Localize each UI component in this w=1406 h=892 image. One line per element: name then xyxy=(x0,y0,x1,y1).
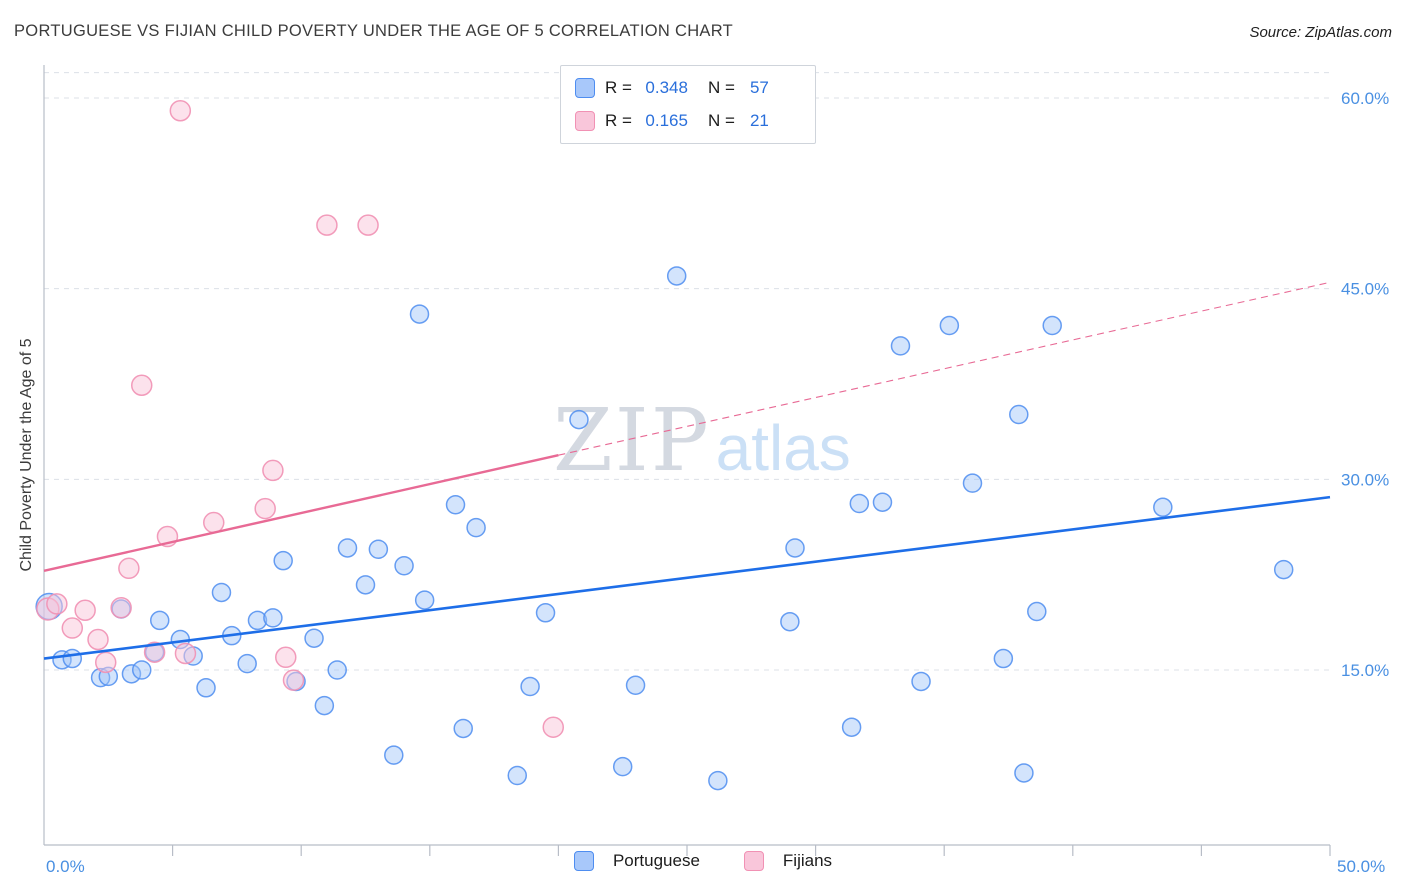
data-point-portuguese xyxy=(666,266,687,286)
data-point-portuguese xyxy=(780,611,800,632)
data-point-portuguese xyxy=(394,556,414,576)
y-tick-label: 15.0% xyxy=(1341,661,1389,680)
legend-row-fijians: R = 0.165 N = 21 xyxy=(575,108,801,134)
x-tick-label: 0.0% xyxy=(46,857,85,876)
data-point-portuguese xyxy=(273,550,293,571)
data-point-portuguese xyxy=(1273,559,1294,580)
data-point-portuguese xyxy=(785,538,805,558)
correlation-legend: R = 0.348 N = 57 R = 0.165 N = 21 xyxy=(560,65,816,144)
data-point-portuguese xyxy=(939,315,960,336)
data-point-fijians xyxy=(174,642,197,665)
data-point-fijians xyxy=(282,669,305,691)
data-point-portuguese xyxy=(625,675,646,696)
data-point-portuguese xyxy=(890,336,911,356)
data-point-portuguese xyxy=(872,492,893,512)
data-point-portuguese xyxy=(368,539,389,559)
data-point-portuguese xyxy=(841,717,862,737)
data-point-portuguese xyxy=(535,603,556,623)
data-point-portuguese xyxy=(1153,497,1173,518)
portuguese-swatch-icon xyxy=(573,851,594,871)
data-point-fijians xyxy=(262,459,284,482)
data-point-portuguese xyxy=(196,678,216,698)
data-point-portuguese xyxy=(569,409,589,430)
data-point-portuguese xyxy=(1027,601,1047,622)
trend-line-portuguese xyxy=(43,495,1331,660)
fijians-swatch-icon xyxy=(575,111,595,131)
data-point-portuguese xyxy=(520,676,540,697)
data-point-portuguese xyxy=(337,538,358,558)
data-point-fijians xyxy=(542,716,565,738)
data-point-portuguese xyxy=(121,664,142,684)
portuguese-swatch-icon xyxy=(575,78,595,98)
data-point-fijians xyxy=(74,599,96,622)
data-point-portuguese xyxy=(62,648,83,669)
data-point-fijians xyxy=(118,557,140,580)
data-point-portuguese xyxy=(849,493,870,514)
data-point-portuguese xyxy=(327,660,347,680)
data-point-portuguese xyxy=(466,517,486,538)
data-point-portuguese xyxy=(612,756,633,777)
data-point-portuguese xyxy=(263,608,283,628)
y-tick-label: 60.0% xyxy=(1341,89,1389,108)
data-point-fijians xyxy=(110,596,132,619)
data-point-portuguese xyxy=(507,765,527,786)
data-point-fijians xyxy=(203,511,225,534)
data-point-portuguese xyxy=(1014,763,1034,783)
data-point-fijians xyxy=(61,617,84,639)
y-tick-label: 45.0% xyxy=(1341,280,1389,299)
data-point-fijians xyxy=(275,646,297,669)
data-point-fijians xyxy=(130,374,153,397)
data-point-fijians xyxy=(94,651,117,674)
chart-title: PORTUGUESE VS FIJIAN CHILD POVERTY UNDER… xyxy=(14,22,734,40)
data-point-portuguese xyxy=(314,695,335,716)
data-point-fijians xyxy=(46,593,68,615)
portuguese-legend-stats: R = 0.348 N = 57 xyxy=(605,78,769,97)
trend-line-fijians xyxy=(43,454,559,573)
data-point-portuguese xyxy=(1009,404,1029,425)
data-point-fijians xyxy=(87,628,109,651)
data-point-portuguese xyxy=(708,770,728,791)
source-label: Source: ZipAtlas.com xyxy=(1249,24,1392,41)
legend-label-portuguese: Portuguese xyxy=(612,851,700,870)
data-point-portuguese xyxy=(247,610,268,631)
series-legend: Portuguese Fijians xyxy=(0,851,1406,871)
data-point-fijians xyxy=(254,497,276,520)
legend-label-fijians: Fijians xyxy=(782,851,833,870)
legend-item-portuguese: Portuguese xyxy=(573,851,700,871)
data-point-portuguese xyxy=(149,610,170,631)
fijians-swatch-icon xyxy=(743,851,764,871)
legend-row-portuguese: R = 0.348 N = 57 xyxy=(575,75,801,101)
trend-line-fijians-projection xyxy=(558,281,1331,456)
legend-item-fijians: Fijians xyxy=(743,851,833,871)
data-point-fijians xyxy=(357,214,379,236)
x-tick-label: 50.0% xyxy=(1337,857,1385,876)
data-point-fijians xyxy=(169,99,192,122)
data-point-portuguese xyxy=(993,648,1014,669)
data-point-portuguese xyxy=(453,718,473,739)
data-point-portuguese xyxy=(131,660,152,680)
data-point-portuguese xyxy=(962,473,983,493)
fijians-legend-stats: R = 0.165 N = 21 xyxy=(605,111,769,130)
data-point-fijians xyxy=(316,214,338,236)
data-point-portuguese xyxy=(414,590,435,610)
data-point-portuguese xyxy=(211,582,232,603)
data-point-portuguese xyxy=(237,653,257,674)
data-point-portuguese xyxy=(355,575,376,595)
data-point-portuguese xyxy=(1042,315,1062,336)
data-point-portuguese xyxy=(304,628,324,648)
data-point-portuguese xyxy=(911,671,931,692)
data-point-portuguese xyxy=(384,745,404,765)
data-point-portuguese xyxy=(409,304,430,324)
data-point-fijians xyxy=(143,641,166,663)
data-point-portuguese xyxy=(445,495,466,515)
y-tick-label: 30.0% xyxy=(1341,470,1389,489)
